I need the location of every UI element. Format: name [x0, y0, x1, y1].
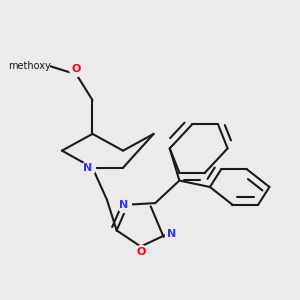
Text: N: N — [119, 200, 129, 210]
Text: methoxy: methoxy — [8, 61, 51, 71]
Text: O: O — [72, 64, 81, 74]
Text: O: O — [136, 247, 146, 257]
Text: N: N — [83, 163, 92, 173]
Text: N: N — [167, 229, 177, 238]
